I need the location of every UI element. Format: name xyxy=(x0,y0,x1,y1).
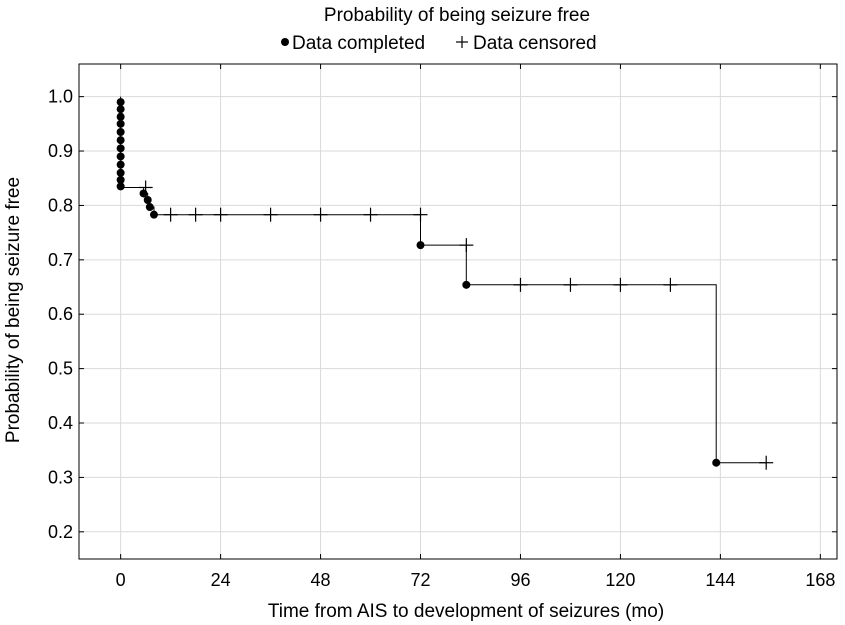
completed-point xyxy=(416,241,425,250)
legend-censored-label: Data censored xyxy=(473,33,597,54)
plot-frame xyxy=(78,63,838,560)
x-axis: 0 24 48 72 96 120 144 168 xyxy=(116,64,835,590)
series-marks xyxy=(116,96,774,470)
gridlines xyxy=(79,64,837,559)
x-tick-label: 144 xyxy=(705,570,735,590)
censored-marker xyxy=(138,180,153,195)
censored-marker xyxy=(663,277,678,292)
y-tick-label: 0.7 xyxy=(48,250,73,270)
x-axis-label: Time from AIS to development of seizures… xyxy=(268,601,664,622)
x-tick-label: 168 xyxy=(805,570,835,590)
y-axis: 0.2 0.3 0.4 0.5 0.6 0.7 0.8 0.9 1.0 xyxy=(48,87,837,542)
censored-marker xyxy=(563,277,578,292)
censored-marker xyxy=(188,207,203,222)
completed-point xyxy=(149,210,158,219)
censored-marker xyxy=(313,207,328,222)
x-tick-label: 24 xyxy=(211,570,231,590)
censored-marker xyxy=(513,277,528,292)
censored-marker xyxy=(459,238,474,253)
completed-point xyxy=(116,112,125,121)
y-tick-label: 0.4 xyxy=(48,413,73,433)
completed-point xyxy=(143,195,152,204)
y-tick-label: 0.9 xyxy=(48,141,73,161)
censored-marker xyxy=(263,207,278,222)
x-tick-label: 120 xyxy=(605,570,635,590)
completed-point xyxy=(116,152,125,161)
completed-point xyxy=(116,175,125,184)
y-tick-label: 0.2 xyxy=(48,522,73,542)
completed-point xyxy=(116,119,125,128)
completed-point xyxy=(116,127,125,136)
censored-marker xyxy=(613,277,628,292)
y-tick-label: 0.5 xyxy=(48,359,73,379)
y-tick-label: 0.6 xyxy=(48,304,73,324)
x-tick-label: 72 xyxy=(411,570,431,590)
completed-point xyxy=(116,160,125,169)
completed-point xyxy=(712,458,721,467)
x-tick-label: 48 xyxy=(311,570,331,590)
legend-censored-marker xyxy=(456,36,468,48)
x-tick-label: 96 xyxy=(510,570,530,590)
y-tick-label: 0.8 xyxy=(48,195,73,215)
y-tick-label: 0.3 xyxy=(48,467,73,487)
completed-point xyxy=(145,203,154,212)
completed-point xyxy=(116,98,125,107)
completed-point xyxy=(116,182,125,191)
y-axis-label: Probability of being seizure free xyxy=(3,177,24,443)
completed-point xyxy=(116,144,125,153)
censored-marker xyxy=(163,207,178,222)
censored-marker xyxy=(759,455,774,470)
legend: Data completed Data censored xyxy=(281,33,597,54)
censored-marker xyxy=(413,207,428,222)
completed-point xyxy=(116,105,125,114)
completed-point xyxy=(116,136,125,145)
completed-point xyxy=(462,280,471,289)
y-tick-label: 1.0 xyxy=(48,87,73,107)
censored-marker xyxy=(213,207,228,222)
legend-completed-label: Data completed xyxy=(292,33,425,54)
legend-completed-marker xyxy=(281,38,289,46)
x-tick-label: 0 xyxy=(116,570,126,590)
censored-marker xyxy=(363,207,378,222)
completed-point xyxy=(116,168,125,177)
chart-title: Probability of being seizure free xyxy=(324,5,590,26)
